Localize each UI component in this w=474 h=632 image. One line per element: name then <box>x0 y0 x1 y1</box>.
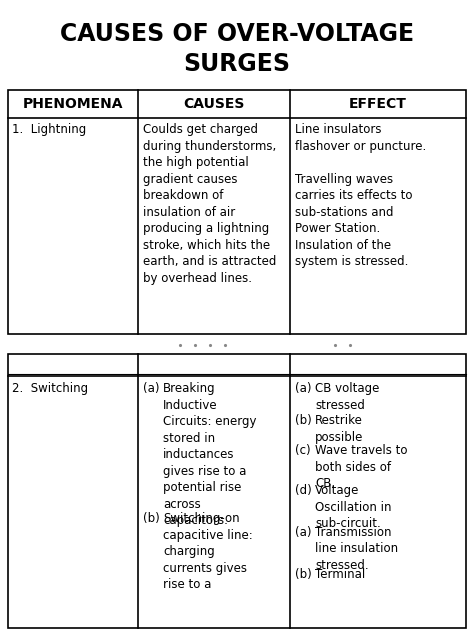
Text: Wave travels to
both sides of
CB.: Wave travels to both sides of CB. <box>315 444 408 490</box>
Text: (a): (a) <box>295 382 311 395</box>
Text: (a): (a) <box>143 382 159 395</box>
Text: Coulds get charged
during thunderstorms,
the high potential
gradient causes
brea: Coulds get charged during thunderstorms,… <box>143 123 276 284</box>
Text: (b): (b) <box>143 512 160 525</box>
Text: (d): (d) <box>295 484 312 497</box>
Text: Restrike
possible: Restrike possible <box>315 414 364 444</box>
Text: Switching-on
capacitive line:
charging
currents gives
rise to a: Switching-on capacitive line: charging c… <box>163 512 253 591</box>
Text: EFFECT: EFFECT <box>349 97 407 111</box>
Text: Line insulators
flashover or puncture.

Travelling waves
carries its effects to
: Line insulators flashover or puncture. T… <box>295 123 426 268</box>
Text: Transmission
line insulation
stressed.: Transmission line insulation stressed. <box>315 526 398 572</box>
Bar <box>8 90 466 334</box>
Text: (c): (c) <box>295 444 310 457</box>
Text: (a): (a) <box>295 526 311 539</box>
Text: CAUSES OF OVER-VOLTAGE: CAUSES OF OVER-VOLTAGE <box>60 22 414 46</box>
Text: (b): (b) <box>295 414 312 427</box>
Text: CB voltage
stressed: CB voltage stressed <box>315 382 379 411</box>
Text: PHENOMENA: PHENOMENA <box>23 97 123 111</box>
Text: CAUSES: CAUSES <box>183 97 245 111</box>
Bar <box>8 354 466 628</box>
Text: Breaking
Inductive
Circuits: energy
stored in
inductances
gives rise to a
potent: Breaking Inductive Circuits: energy stor… <box>163 382 256 527</box>
Text: (b): (b) <box>295 568 312 581</box>
Text: Voltage
Oscillation in
sub-circuit.: Voltage Oscillation in sub-circuit. <box>315 484 392 530</box>
Text: 2.  Switching: 2. Switching <box>12 382 88 395</box>
Text: 1.  Lightning: 1. Lightning <box>12 123 86 136</box>
Text: Terminal: Terminal <box>315 568 365 581</box>
Text: SURGES: SURGES <box>183 52 291 76</box>
